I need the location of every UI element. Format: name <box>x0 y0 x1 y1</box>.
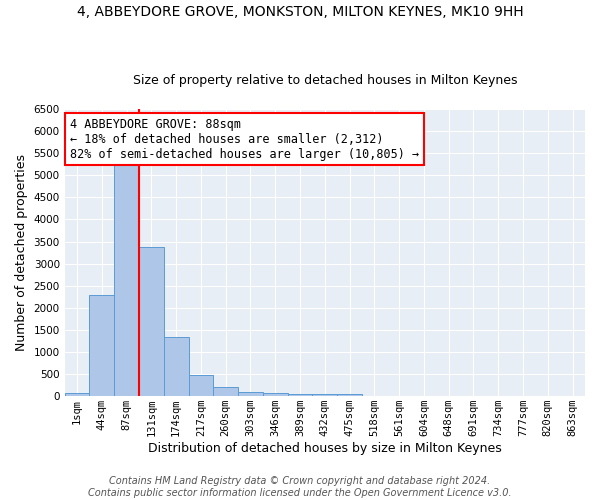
Text: 4 ABBEYDORE GROVE: 88sqm
← 18% of detached houses are smaller (2,312)
82% of sem: 4 ABBEYDORE GROVE: 88sqm ← 18% of detach… <box>70 118 419 160</box>
Title: Size of property relative to detached houses in Milton Keynes: Size of property relative to detached ho… <box>133 74 517 87</box>
Bar <box>164 338 188 396</box>
Bar <box>313 394 337 396</box>
Bar <box>188 374 214 396</box>
Bar <box>89 294 114 396</box>
Bar <box>139 247 164 396</box>
Y-axis label: Number of detached properties: Number of detached properties <box>15 154 28 351</box>
Bar <box>214 388 238 396</box>
Text: 4, ABBEYDORE GROVE, MONKSTON, MILTON KEYNES, MK10 9HH: 4, ABBEYDORE GROVE, MONKSTON, MILTON KEY… <box>77 5 523 19</box>
Bar <box>238 392 263 396</box>
Bar <box>114 156 139 396</box>
Bar <box>287 394 313 396</box>
Bar <box>263 394 287 396</box>
Bar <box>337 394 362 396</box>
Bar <box>65 393 89 396</box>
X-axis label: Distribution of detached houses by size in Milton Keynes: Distribution of detached houses by size … <box>148 442 502 455</box>
Text: Contains HM Land Registry data © Crown copyright and database right 2024.
Contai: Contains HM Land Registry data © Crown c… <box>88 476 512 498</box>
